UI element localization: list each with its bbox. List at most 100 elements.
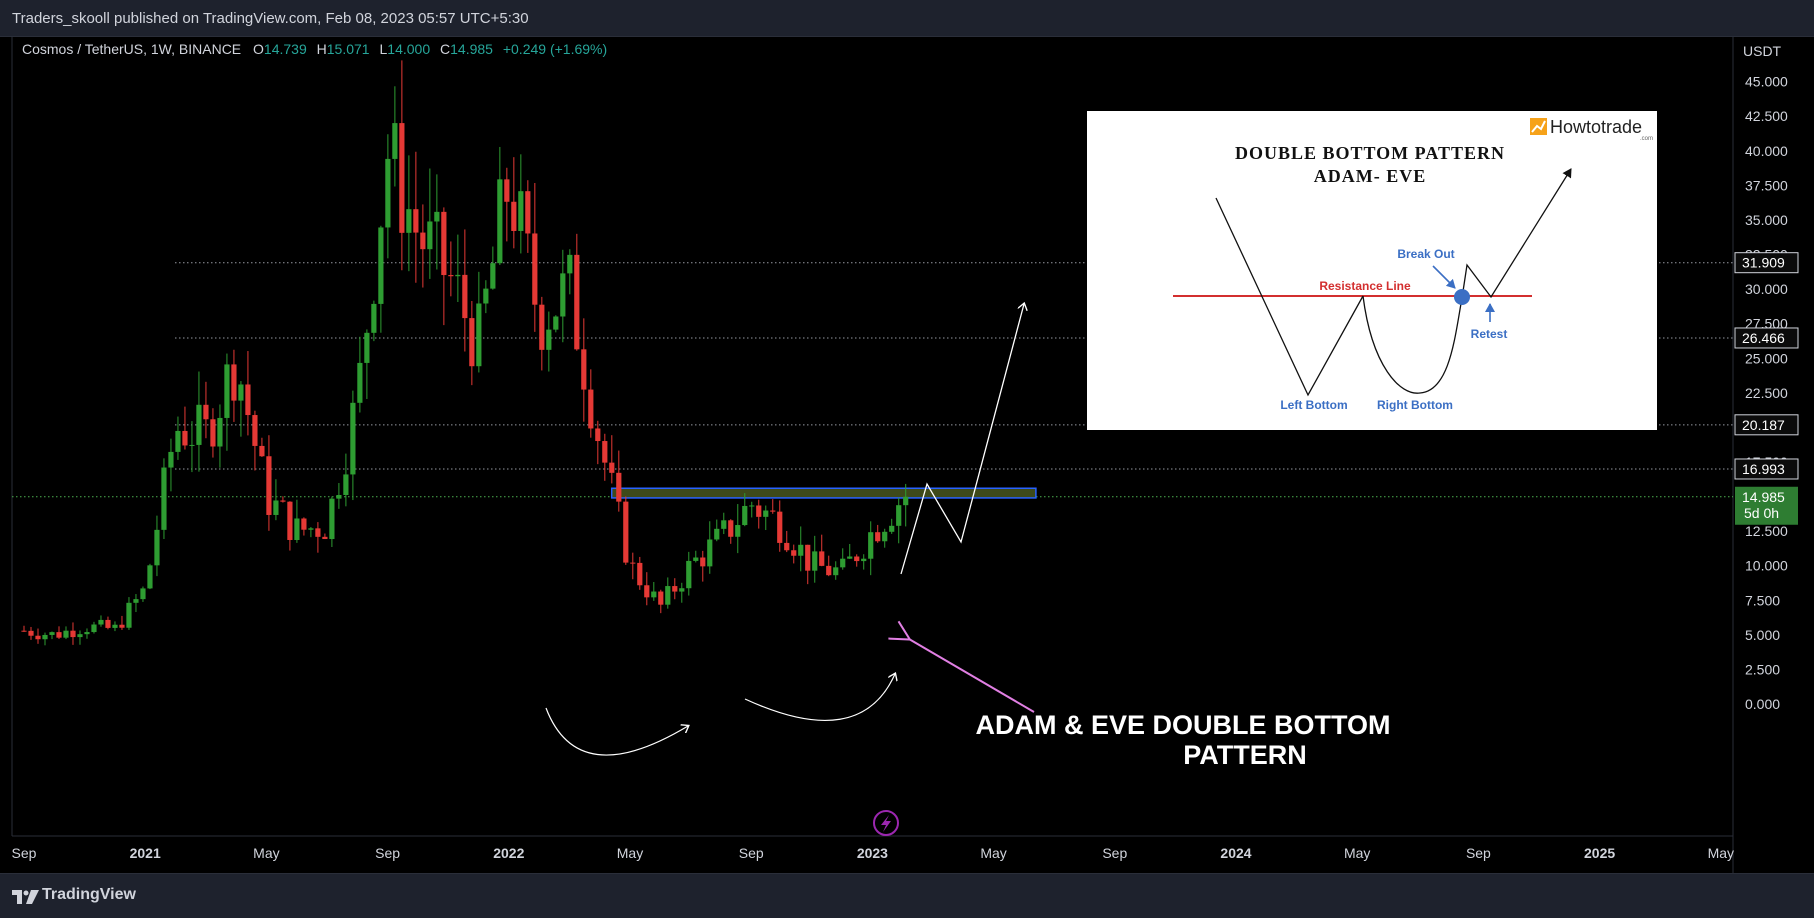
pink-pointer-arrow[interactable] <box>909 639 1035 713</box>
price-level-label: 20.187 <box>1742 417 1785 433</box>
candle-body <box>140 588 146 600</box>
price-tick-label: 2.500 <box>1745 661 1780 677</box>
candle-body <box>287 501 293 540</box>
chart-canvas[interactable]: USDT 0.000 2.500 5.000 7.500 10.000 12.500 15.… <box>0 36 1814 874</box>
last-price-value: 14.985 <box>1742 489 1785 505</box>
candle-body <box>847 556 853 559</box>
candle-body <box>630 562 636 564</box>
candle-body <box>784 542 790 551</box>
price-tick-label: 25.000 <box>1745 350 1788 366</box>
price-axis-ticks: 0.0002.5005.0007.50010.00012.50015.00017… <box>1745 74 1788 712</box>
candle-body <box>693 557 699 561</box>
candle-body <box>315 528 321 537</box>
candle-body <box>119 624 125 628</box>
publisher-bar: Traders_skooll published on TradingView.… <box>0 0 1814 36</box>
candle-body <box>336 495 342 499</box>
lightning-icon[interactable] <box>873 810 899 836</box>
price-tick-label: 5.000 <box>1745 627 1780 643</box>
candle-body <box>21 630 27 632</box>
price-tick-label: 0.000 <box>1745 696 1780 712</box>
candle-body <box>420 232 426 250</box>
footer-bar: TradingView <box>0 874 1814 918</box>
left-bottom-arc[interactable] <box>545 707 688 756</box>
price-level-label: 26.466 <box>1742 330 1785 346</box>
pattern-annotation-line-2: PATTERN <box>1183 740 1307 770</box>
price-tick-label: 37.500 <box>1745 177 1788 193</box>
right-bottom-arc[interactable] <box>744 674 895 721</box>
legend-low-label: L <box>379 41 387 57</box>
inset-breakout-path <box>1461 168 1572 299</box>
candle-body <box>756 505 762 517</box>
candle-body <box>63 630 69 638</box>
time-tick-label: Sep <box>739 845 764 861</box>
inset-right-bottom-curve <box>1362 295 1463 394</box>
candle-body <box>392 123 398 159</box>
candle-body <box>623 501 629 563</box>
candle-body <box>385 158 391 228</box>
inset-pattern-path <box>1215 197 1364 397</box>
candle-body <box>294 518 300 540</box>
inset-retest-label: Retest <box>1471 327 1508 341</box>
candle-body <box>175 430 181 452</box>
inset-left-bottom-label: Left Bottom <box>1280 398 1347 412</box>
last-price-countdown: 5d 0h <box>1744 505 1779 521</box>
candlestick-series <box>21 60 909 646</box>
candle-body <box>413 209 419 233</box>
candle-body <box>896 505 902 526</box>
candle-body <box>224 364 230 418</box>
tradingview-logo-icon[interactable] <box>12 890 40 904</box>
candle-body <box>308 528 314 530</box>
candle-body <box>56 632 62 638</box>
candle-body <box>112 624 118 628</box>
legend-high-label: H <box>317 41 327 57</box>
candle-body <box>581 349 587 390</box>
candle-body <box>217 417 223 447</box>
candle-body <box>770 510 776 512</box>
inset-title-line-1: DOUBLE BOTTOM PATTERN <box>1235 143 1505 163</box>
candle-body <box>490 263 496 289</box>
candle-body <box>483 288 489 304</box>
candle-body <box>497 179 503 264</box>
candle-body <box>511 201 517 231</box>
candle-body <box>91 624 97 633</box>
candle-body <box>721 520 727 529</box>
candle-body <box>98 619 104 625</box>
candle-body <box>462 274 468 319</box>
price-level-badge <box>1734 252 1799 274</box>
price-level-badge <box>1734 414 1799 436</box>
currency-label: USDT <box>1743 43 1782 59</box>
candle-body <box>35 635 41 640</box>
price-level-badge <box>1734 458 1799 480</box>
candle-body <box>210 419 216 447</box>
tradingview-brand[interactable]: TradingView <box>42 886 136 903</box>
candle-body <box>602 441 608 463</box>
price-tick-label: 42.500 <box>1745 108 1788 124</box>
candle-body <box>861 558 867 562</box>
resistance-zone[interactable] <box>610 487 1037 499</box>
time-tick-label: 2022 <box>493 845 524 861</box>
candle-body <box>154 529 160 566</box>
candle-body <box>700 557 706 567</box>
projection-path-arrow[interactable] <box>900 304 1024 575</box>
candle-body <box>707 539 713 567</box>
candle-body <box>105 619 111 628</box>
candle-body <box>133 599 139 603</box>
inset-brand-sub: .com <box>1640 136 1653 142</box>
candle-body <box>826 565 832 576</box>
legend-change: +0.249 (+1.69%) <box>503 41 607 57</box>
legend-open-value: 14.739 <box>264 41 307 57</box>
candle-body <box>833 567 839 576</box>
price-level-badge <box>1734 327 1799 349</box>
candle-body <box>371 303 377 333</box>
candle-body <box>805 544 811 571</box>
legend-line: Cosmos / TetherUS, 1W, BINANCE O14.739 H… <box>22 41 607 57</box>
candle-body <box>126 602 132 628</box>
inset-breakout-label: Break Out <box>1397 247 1454 261</box>
time-axis-ticks: Sep 2021 May Sep 2022 May Sep 2023 May Sep 2024 May… <box>12 845 1734 861</box>
candle-body <box>77 634 83 638</box>
candle-body <box>749 505 755 507</box>
candle-body <box>476 303 482 367</box>
candle-body <box>434 211 440 222</box>
candle-body <box>665 586 671 605</box>
price-tick-label: 30.000 <box>1745 281 1788 297</box>
